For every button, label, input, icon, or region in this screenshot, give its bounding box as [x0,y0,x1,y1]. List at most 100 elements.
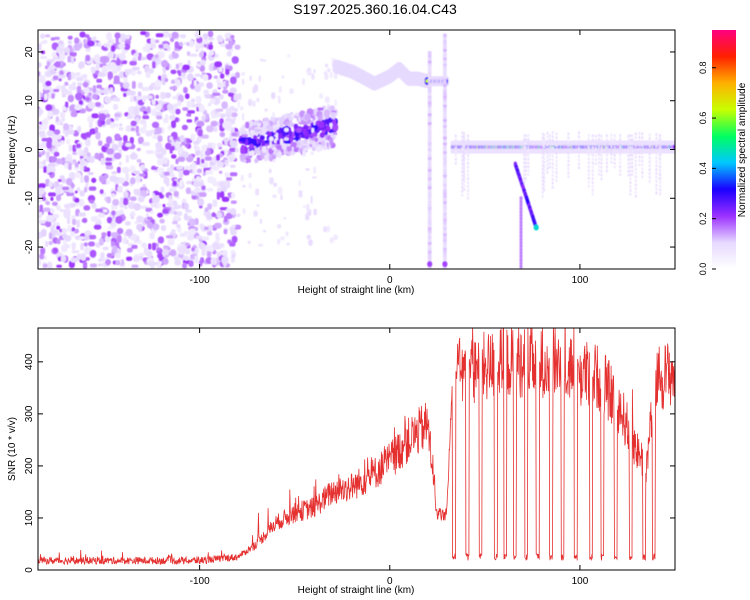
vertical-streak [442,127,447,131]
vertical-streak [442,255,447,260]
noise-blob [119,82,124,88]
noise-blob [230,200,237,204]
noise-blob [80,242,84,251]
vertical-streak [442,165,447,170]
vertical-streak [442,214,447,219]
noise-blob [125,125,132,132]
zero-line-tail [658,134,661,138]
zero-line-tail [600,146,603,150]
zero-line-tail [548,157,551,161]
zero-line-tail [648,144,651,148]
zero-line-tail [461,162,464,166]
noise-blob [150,38,156,45]
noise-blob [219,207,228,211]
zero-line-tail [627,142,630,146]
vertical-streak [442,45,447,50]
noise-blob [198,192,207,198]
vertical-streak [427,91,432,96]
noise-blob [41,196,46,202]
noise-blob [83,88,90,93]
noise-blob [72,144,77,152]
echo-halo-blob [319,93,324,99]
zero-line-tail [461,139,464,143]
noise-blob [154,54,159,59]
zero-line-tail [629,146,632,149]
noise-blob [140,164,146,171]
noise-blob [151,108,157,117]
vertical-streak [442,91,447,96]
snr-y-tick-label: 300 [24,405,35,422]
noise-blob [230,208,237,215]
noise-blob [194,145,200,152]
noise-blob [104,96,112,104]
vertical-streak [442,168,447,172]
noise-blob [191,102,196,108]
zero-line-tail [648,179,651,183]
zero-line-tail [638,163,641,167]
zero-line-tail [600,134,603,138]
zero-line-tail [605,153,608,157]
diagonal-streak-lower [519,250,523,255]
zero-line-tail [461,150,464,154]
noise-blob [103,87,109,96]
vertical-streak [442,62,447,67]
noise-blob [107,231,111,237]
noise-blob [184,165,192,171]
noise-blob [49,124,55,133]
vertical-streak [427,153,432,158]
zero-line-tail [567,175,570,179]
echo-halo-blob [289,88,294,95]
zero-line-tail [463,176,466,180]
zero-line-tail [555,171,558,175]
noise-blob [132,66,140,71]
zero-line-tail [548,142,551,146]
noise-blob [212,92,221,96]
echo-halo-blob [288,143,291,147]
noise-blob [179,179,183,187]
noise-blob [86,152,91,157]
zero-line-tail [555,136,558,140]
noise-blob [125,173,129,181]
vertical-streak [442,223,447,228]
noise-blob [168,198,173,205]
zero-line-tail [527,169,530,173]
echo-halo-blob [311,73,315,80]
noise-blob [62,186,70,191]
noise-blob [164,78,169,83]
noise-blob [201,158,205,164]
noise-blob [112,97,120,102]
noise-blob [95,61,100,70]
noise-blob [95,208,103,213]
noise-blob [116,227,124,235]
noise-blob [225,68,230,76]
diagonal-streak-tip [533,224,539,231]
noise-blob [89,128,97,135]
zero-line-tail [594,134,597,138]
noise-blob [202,172,206,176]
noise-blob [155,111,163,116]
vertical-streak [442,226,447,231]
noise-blob [59,119,64,124]
zero-line-tail [598,137,600,141]
echo-halo-blob [241,71,245,76]
noise-blob [147,261,156,266]
noise-blob [136,159,142,163]
noise-blob [183,86,188,94]
noise-blob [196,168,203,174]
echo-blob [286,145,292,152]
noise-blob [90,216,99,222]
echo-halo-blob [247,240,251,245]
zero-line-tail [543,160,546,164]
zero-line-tail [587,161,590,165]
zero-line-tail [613,138,616,142]
zero-line-tail [524,161,527,165]
noise-blob [76,253,84,260]
zero-line-tail [658,157,661,161]
noise-blob [52,214,60,219]
echo-halo-blob [238,93,242,100]
vertical-streak [427,56,432,61]
echo-blob [271,146,276,151]
zero-line-tail [638,147,641,151]
vertical-streak [427,97,432,102]
echo-halo-blob [271,92,276,100]
